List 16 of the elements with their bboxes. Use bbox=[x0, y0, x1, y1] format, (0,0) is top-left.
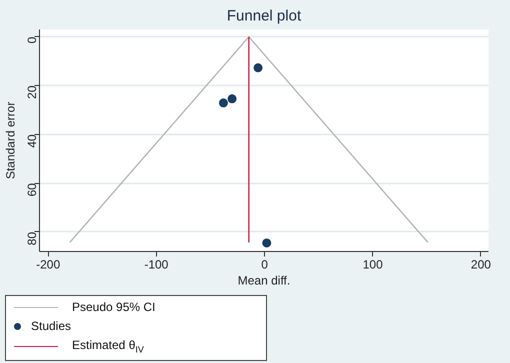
y-tick-label: 20 bbox=[25, 85, 39, 99]
y-tick-label: 0 bbox=[25, 36, 39, 44]
legend-label: Estimated θ$_{IV}$ bbox=[71, 337, 145, 357]
x-axis-title: Mean diff. bbox=[238, 274, 290, 288]
x-tick-label: 200 bbox=[470, 258, 492, 272]
legend-label: Studies bbox=[30, 318, 72, 336]
x-tick-label: -200 bbox=[36, 258, 60, 272]
y-axis-title: Standard error bbox=[4, 102, 18, 180]
y-tick-label: 80 bbox=[25, 232, 39, 246]
chart-title: Funnel plot bbox=[226, 8, 302, 24]
y-tick-label: 40 bbox=[25, 134, 39, 148]
x-tick-label: -100 bbox=[144, 258, 169, 272]
x-tick-label: 100 bbox=[362, 258, 384, 272]
legend-label: Pseudo 95% CI bbox=[71, 299, 156, 316]
x-tick-label: 0 bbox=[261, 258, 268, 272]
y-tick-label: 60 bbox=[25, 182, 39, 197]
